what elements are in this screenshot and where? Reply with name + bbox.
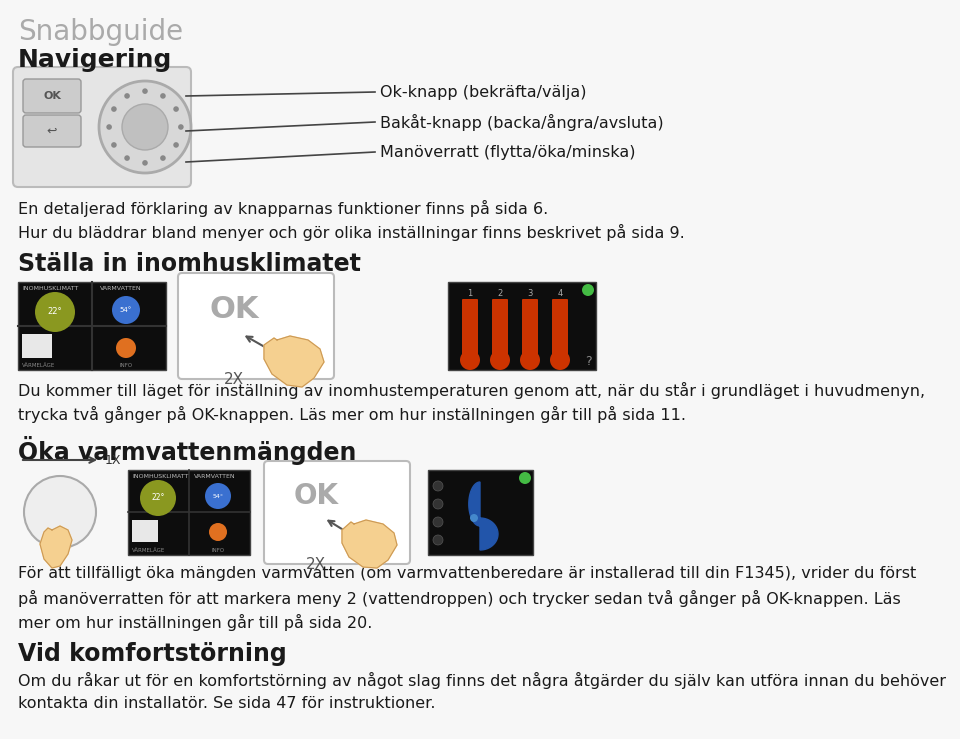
- FancyBboxPatch shape: [492, 299, 508, 356]
- Circle shape: [519, 472, 531, 484]
- Circle shape: [582, 284, 594, 296]
- Circle shape: [433, 499, 443, 509]
- Circle shape: [111, 142, 117, 148]
- Text: Bakåt-knapp (backa/ångra/avsluta): Bakåt-knapp (backa/ångra/avsluta): [380, 114, 663, 131]
- Polygon shape: [264, 336, 324, 387]
- Circle shape: [160, 93, 166, 99]
- Text: 1X: 1X: [105, 454, 122, 466]
- Text: mer om hur inställningen går till på sida 20.: mer om hur inställningen går till på sid…: [18, 614, 372, 631]
- Text: ?: ?: [586, 355, 592, 368]
- Text: 22°: 22°: [152, 494, 165, 503]
- Text: För att tillfälligt öka mängden varmvatten (om varmvattenberedare är installerad: För att tillfälligt öka mängden varmvatt…: [18, 566, 916, 581]
- Text: En detaljerad förklaring av knapparnas funktioner finns på sida 6.: En detaljerad förklaring av knapparnas f…: [18, 200, 548, 217]
- Text: Om du råkar ut för en komfortstörning av något slag finns det några åtgärder du : Om du råkar ut för en komfortstörning av…: [18, 672, 946, 689]
- Text: på manöverratten för att markera meny 2 (vattendroppen) och trycker sedan två gå: på manöverratten för att markera meny 2 …: [18, 590, 900, 607]
- Text: ↩: ↩: [47, 124, 58, 137]
- FancyBboxPatch shape: [264, 461, 410, 564]
- Text: 3: 3: [527, 290, 533, 299]
- FancyBboxPatch shape: [522, 299, 538, 356]
- Text: INFO: INFO: [119, 363, 132, 368]
- Text: OK: OK: [209, 296, 259, 324]
- Circle shape: [490, 350, 510, 370]
- Circle shape: [99, 81, 191, 173]
- Text: VARMVATTEN: VARMVATTEN: [100, 286, 142, 291]
- Circle shape: [24, 476, 96, 548]
- Circle shape: [107, 124, 112, 130]
- Polygon shape: [40, 526, 72, 568]
- Circle shape: [124, 93, 130, 99]
- Circle shape: [173, 142, 179, 148]
- Text: kontakta din installatör. Se sida 47 för instruktioner.: kontakta din installatör. Se sida 47 för…: [18, 696, 436, 711]
- FancyBboxPatch shape: [23, 115, 81, 147]
- Text: Du kommer till läget för inställning av inomhustemperaturen genom att, när du st: Du kommer till läget för inställning av …: [18, 382, 925, 399]
- Text: Navigering: Navigering: [18, 48, 173, 72]
- Text: trycka två gånger på OK-knappen. Läs mer om hur inställningen går till på sida 1: trycka två gånger på OK-knappen. Läs mer…: [18, 406, 686, 423]
- Polygon shape: [468, 482, 498, 550]
- FancyBboxPatch shape: [13, 67, 191, 187]
- Circle shape: [470, 514, 478, 522]
- Polygon shape: [342, 520, 397, 568]
- Text: Vid komfortstörning: Vid komfortstörning: [18, 642, 287, 666]
- FancyBboxPatch shape: [428, 470, 533, 555]
- Circle shape: [433, 517, 443, 527]
- Text: INFO: INFO: [211, 548, 225, 553]
- FancyBboxPatch shape: [132, 520, 158, 542]
- Circle shape: [520, 350, 540, 370]
- Circle shape: [160, 155, 166, 161]
- Text: VARMVATTEN: VARMVATTEN: [194, 474, 235, 479]
- Circle shape: [140, 480, 176, 516]
- Circle shape: [178, 124, 183, 130]
- Circle shape: [209, 523, 227, 541]
- Circle shape: [433, 481, 443, 491]
- FancyBboxPatch shape: [128, 470, 250, 555]
- Circle shape: [142, 89, 148, 94]
- Text: INOMHUSKLIMATT: INOMHUSKLIMATT: [132, 474, 188, 479]
- Circle shape: [460, 350, 480, 370]
- Circle shape: [173, 106, 179, 112]
- Text: 1: 1: [468, 290, 472, 299]
- Circle shape: [550, 350, 570, 370]
- Text: 2X: 2X: [224, 372, 244, 387]
- Text: Ok-knapp (bekräfta/välja): Ok-knapp (bekräfta/välja): [380, 84, 587, 100]
- FancyBboxPatch shape: [462, 299, 478, 356]
- Text: Hur du bläddrar bland menyer och gör olika inställningar finns beskrivet på sida: Hur du bläddrar bland menyer och gör oli…: [18, 224, 684, 241]
- Circle shape: [142, 160, 148, 166]
- Circle shape: [205, 483, 231, 509]
- Circle shape: [112, 296, 140, 324]
- Text: Öka varmvattenmängden: Öka varmvattenmängden: [18, 436, 356, 465]
- FancyBboxPatch shape: [23, 79, 81, 113]
- Text: 54°: 54°: [120, 307, 132, 313]
- Text: 4: 4: [558, 290, 563, 299]
- FancyBboxPatch shape: [18, 282, 166, 370]
- Text: INOMHUSKLIMATT: INOMHUSKLIMATT: [22, 286, 79, 291]
- Text: Ställa in inomhusklimatet: Ställa in inomhusklimatet: [18, 252, 361, 276]
- Text: Snabbguide: Snabbguide: [18, 18, 183, 46]
- Text: OK: OK: [43, 91, 60, 101]
- FancyBboxPatch shape: [22, 334, 52, 358]
- Text: Manöverratt (flytta/öka/minska): Manöverratt (flytta/öka/minska): [380, 145, 636, 160]
- FancyBboxPatch shape: [178, 273, 334, 379]
- Text: VÄRMELÄGE: VÄRMELÄGE: [22, 363, 56, 368]
- Text: 2: 2: [497, 290, 503, 299]
- FancyBboxPatch shape: [448, 282, 596, 370]
- FancyBboxPatch shape: [552, 299, 568, 356]
- Text: VÄRMELÄGE: VÄRMELÄGE: [132, 548, 165, 553]
- Circle shape: [124, 155, 130, 161]
- Circle shape: [111, 106, 117, 112]
- Circle shape: [116, 338, 136, 358]
- Text: 2X: 2X: [306, 557, 326, 572]
- Text: OK: OK: [294, 482, 339, 510]
- Circle shape: [433, 535, 443, 545]
- Circle shape: [122, 104, 168, 150]
- Circle shape: [35, 292, 75, 332]
- Text: 22°: 22°: [48, 307, 62, 316]
- Text: 54°: 54°: [212, 494, 224, 499]
